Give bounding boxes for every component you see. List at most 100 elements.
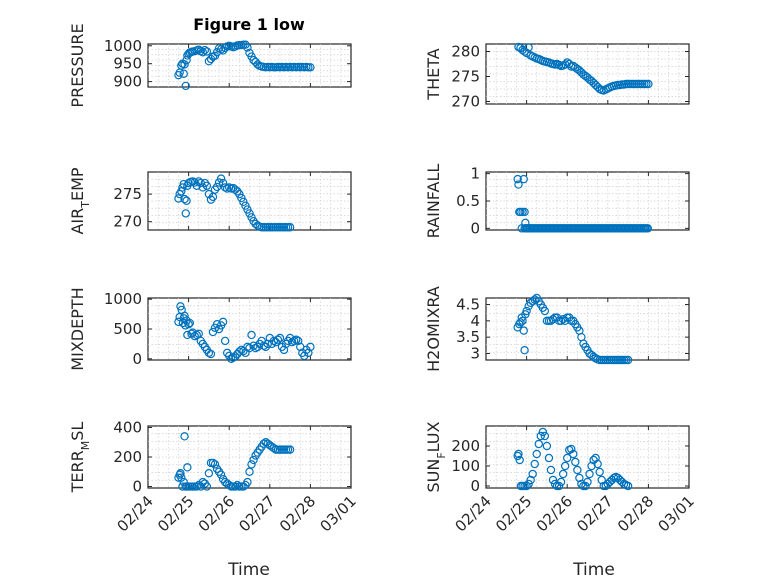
- data-point: [306, 342, 315, 352]
- data-point: [179, 69, 188, 78]
- y-tick-label: 0: [132, 350, 142, 368]
- subplot-mixdepth: 0 500 1000 MIXDEPTH: [68, 287, 352, 371]
- y-axis-label: PRESSURE: [68, 23, 87, 107]
- data-point: [190, 331, 199, 341]
- data-point: [194, 177, 203, 186]
- data-point: [548, 475, 558, 485]
- y-tick-label: 275: [113, 185, 142, 203]
- data-point: [530, 295, 539, 304]
- data-point: [516, 318, 525, 327]
- data-point: [204, 469, 214, 478]
- data-point: [524, 43, 533, 52]
- data-point: [208, 458, 218, 468]
- data-point: [644, 79, 653, 89]
- data-point: [513, 174, 522, 184]
- x-tick-label: 02/27: [235, 492, 278, 535]
- data-point: [581, 481, 590, 491]
- data-point: [558, 315, 568, 324]
- x-axis-label: Time: [572, 560, 615, 580]
- data-point: [304, 348, 313, 358]
- y-tick-label: 275: [451, 68, 480, 86]
- subplot-rainfall: 0 0.5 1 RAINFALL: [424, 164, 690, 238]
- data-point: [200, 45, 210, 55]
- data-point: [181, 209, 190, 218]
- data-point: [273, 335, 283, 344]
- data-point: [194, 45, 203, 54]
- data-point: [181, 81, 190, 91]
- y-tick-label: 3: [470, 344, 480, 362]
- data-point: [565, 59, 574, 69]
- data-point: [174, 194, 183, 203]
- data-point: [233, 480, 242, 490]
- y-tick-label: 0: [470, 477, 480, 495]
- data-point: [202, 482, 212, 491]
- data-point: [176, 302, 185, 311]
- data-point: [285, 223, 295, 232]
- data-point: [227, 354, 236, 364]
- data-point: [287, 337, 297, 347]
- y-tick-label: 0.5: [456, 192, 480, 210]
- y-tick-label: 500: [113, 320, 142, 338]
- data-point: [202, 47, 212, 56]
- data-point: [515, 455, 524, 465]
- data-point: [526, 475, 535, 485]
- figure-title: Figure 1 low: [193, 15, 305, 34]
- data-point: [573, 465, 582, 475]
- y-tick-label: 200: [451, 437, 480, 455]
- data-point: [247, 330, 256, 340]
- data-point: [245, 467, 254, 476]
- x-axis-label: Time: [227, 560, 270, 580]
- data-point: [538, 427, 548, 437]
- data-point: [216, 470, 226, 479]
- data-point: [520, 346, 529, 355]
- y-tick-label: 4: [470, 312, 480, 330]
- data-point: [224, 480, 234, 490]
- data-point: [231, 352, 240, 361]
- data-point: [216, 174, 226, 183]
- data-point: [180, 194, 189, 204]
- data-point: [202, 181, 212, 191]
- data-point: [241, 348, 250, 358]
- data-point: [524, 479, 533, 489]
- data-point: [546, 465, 556, 475]
- data-point: [519, 174, 528, 184]
- data-point: [180, 60, 189, 69]
- y-tick-label: 400: [113, 418, 142, 436]
- data-point: [291, 335, 301, 344]
- y-tick-label: 900: [113, 73, 142, 91]
- data-point: [514, 180, 523, 189]
- x-tick-label: 02/27: [573, 492, 616, 535]
- data-point: [583, 477, 592, 487]
- data-point: [540, 431, 550, 441]
- data-point: [259, 341, 268, 350]
- data-point: [548, 315, 558, 324]
- data-point: [182, 196, 191, 205]
- subplot-theta: 270 275 280 THETA: [424, 43, 690, 111]
- data-point: [218, 317, 228, 327]
- y-tick-label: 280: [451, 43, 480, 61]
- subplot-air_temp: 270 275 AIRTEMP: [68, 167, 352, 235]
- data-point: [180, 311, 189, 321]
- y-tick-label: 0: [132, 478, 142, 496]
- data-point: [595, 467, 604, 477]
- data-point: [210, 460, 220, 469]
- data-point: [522, 481, 531, 491]
- x-tick-label: 03/01: [655, 492, 698, 535]
- x-tick-label: 02/26: [533, 492, 576, 535]
- data-point: [540, 306, 550, 316]
- data-point: [243, 477, 252, 487]
- data-point: [249, 455, 258, 465]
- data-point: [514, 449, 523, 459]
- x-tick-label: 02/24: [452, 492, 495, 535]
- y-axis-label: SUNFLUX: [424, 421, 448, 492]
- data-point: [245, 343, 254, 353]
- data-point: [285, 445, 295, 454]
- subplot-h2omixra: 33.544.5 H2OMIXRA: [424, 286, 690, 372]
- data-point: [530, 459, 539, 469]
- data-point: [259, 439, 268, 448]
- data-point: [183, 463, 192, 472]
- data-point: [528, 469, 537, 479]
